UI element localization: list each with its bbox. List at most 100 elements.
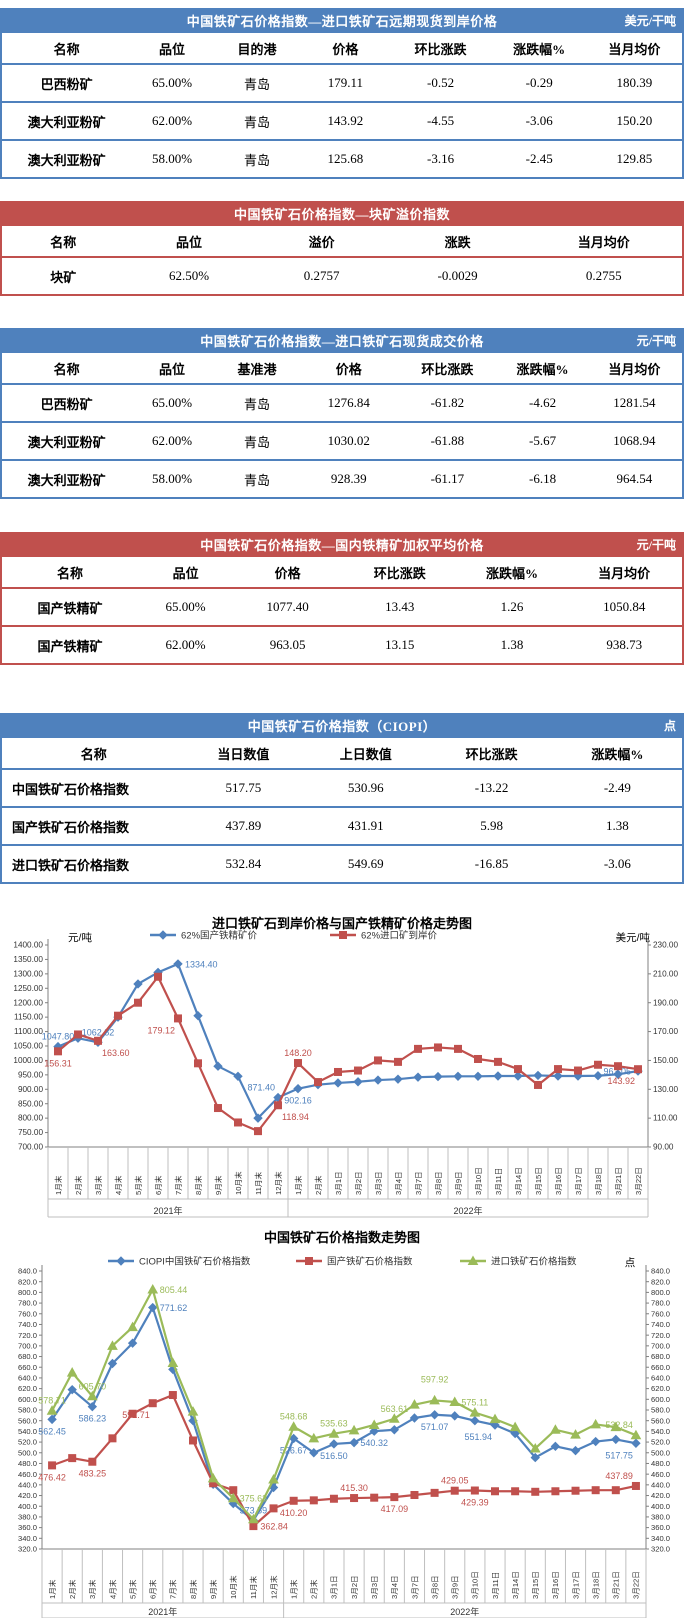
y-axis-tick-label: 820.0 [651, 1277, 670, 1286]
y-axis-tick-label: 780.0 [651, 1299, 670, 1308]
table-row: 国产铁矿石价格指数 437.89 431.91 5.98 1.38 [2, 806, 682, 845]
x-axis-tick-label: 3月11日 [491, 1572, 500, 1599]
data-point-label: 476.42 [38, 1472, 66, 1482]
row-name-cell: 国产铁精矿 [2, 587, 138, 626]
table-unit: 点 [663, 719, 676, 733]
x-axis-tick-label: 3月9日 [454, 1171, 463, 1195]
data-grid: 名称 当日数值 上日数值 环比涨跌 涨跌幅% 中国铁矿石价格指数 517.75 530.96-… [2, 738, 682, 882]
series-62%国产铁精矿价: 1047.80 1062.82 1334.40 871.40 902.16 963.05 [42, 959, 643, 1123]
y-axis-tick-label: 440.0 [18, 1480, 37, 1489]
data-point-label: 1062.82 [82, 1027, 115, 1037]
data-point-label: 871.40 [247, 1083, 275, 1093]
x-axis-tick-label: 3月1日 [334, 1171, 343, 1195]
column-header: 名称 [2, 738, 186, 769]
series-国产铁矿石价格指数: 476.42 483.25 592.71 362.84 410.20 415.30 417.… [38, 1391, 640, 1532]
chart-title: 进口铁矿石到岸价格与国产铁精矿价格走势图 [212, 916, 472, 931]
value-cell: -2.49 [552, 768, 682, 807]
value-cell: 530.96 [301, 768, 431, 807]
column-header: 涨跌幅% [457, 557, 567, 588]
table-row: 巴西粉矿 65.00% 青岛 179.11 -0.52 -0.29 180.39 [2, 63, 682, 102]
x-axis-tick-label: 3月15日 [534, 1167, 543, 1195]
value-cell: -5.67 [498, 421, 587, 460]
table-row: 国产铁精矿 62.00% 963.05 13.15 1.38 938.73 [2, 625, 682, 663]
y-axis-tick-label: 660.0 [18, 1363, 37, 1372]
table-row: 澳大利亚粉矿 58.00% 青岛 125.68 -3.16 -2.45 129.85 [2, 139, 682, 177]
value-cell: 青岛 [212, 63, 302, 102]
y-axis-tick-label: 840.0 [651, 1267, 670, 1276]
y-axis-tick-label: 1300.00 [13, 969, 43, 978]
data-point-label: 517.75 [605, 1450, 633, 1460]
y-axis-tick-label: 340.0 [18, 1534, 37, 1543]
value-cell: 65.00% [138, 587, 234, 626]
value-cell: 62.00% [138, 625, 234, 663]
legend-label: 62%进口矿到岸价 [361, 930, 438, 942]
value-cell: -3.16 [389, 139, 492, 177]
column-header: 目的港 [212, 33, 302, 64]
y-axis-tick-label: 1200.00 [13, 998, 43, 1007]
value-cell: 65.00% [131, 63, 213, 102]
y-axis-tick-label: 800.0 [651, 1288, 670, 1297]
value-cell: 0.2757 [253, 256, 390, 294]
row-name-cell: 国产铁精矿 [2, 625, 138, 663]
value-cell: 青岛 [212, 459, 302, 497]
value-cell: 13.43 [341, 587, 458, 626]
data-point-label: 605.70 [79, 1381, 107, 1391]
y-axis-tick-label: 680.0 [18, 1352, 37, 1361]
y-axis-tick-label: 130.00 [653, 1085, 678, 1094]
data-point-label: 375.63 [240, 1493, 268, 1503]
y-axis-tick-label: 340.0 [651, 1534, 670, 1543]
axis-unit-label: 美元/吨 [616, 931, 651, 944]
table-row: 进口铁矿石价格指数 532.84 549.69 -16.85 -3.06 [2, 844, 682, 882]
y-axis-tick-label: 700.00 [18, 1143, 43, 1152]
y-axis-tick-label: 460.0 [18, 1470, 37, 1479]
axis-unit-label: 点 [625, 1257, 636, 1269]
x-axis-tick-label: 3月16日 [551, 1571, 560, 1599]
x-axis-tick-label: 11月末 [248, 1576, 258, 1599]
value-cell: 532.84 [185, 844, 302, 882]
x-axis-tick-label: 3月2日 [354, 1171, 363, 1195]
x-axis-tick-label: 4月末 [113, 1175, 123, 1195]
x-axis-tick-label: 12月末 [273, 1171, 283, 1195]
y-axis-tick-label: 440.0 [651, 1480, 670, 1489]
data-point-label: 118.94 [282, 1112, 309, 1122]
value-cell: 青岛 [212, 139, 302, 177]
table-title: 中国铁矿石价格指数—国内铁精矿加权平均价格 [200, 538, 484, 553]
y-axis-tick-label: 520.0 [18, 1438, 37, 1447]
table-lump-premium-index: 中国铁矿石价格指数—块矿溢价指数 名称 品位 溢价 涨跌 当月均价 块矿 62.50% 0.27… [0, 201, 684, 296]
y-axis-tick-label: 320.0 [651, 1545, 670, 1554]
series-62%进口矿到岸价: 156.31 163.60 179.12 118.94 148.20 143.92 [44, 972, 642, 1136]
data-point-label: 1047.80 [42, 1032, 75, 1042]
y-axis-tick-label: 660.0 [651, 1363, 670, 1372]
value-cell: 437.89 [185, 806, 302, 845]
y-axis-tick-label: 1250.00 [13, 984, 43, 993]
value-cell: 1.38 [552, 806, 682, 845]
y-axis-tick-label: 420.0 [18, 1491, 37, 1500]
row-name-cell: 巴西粉矿 [2, 63, 132, 102]
y-axis-tick-label: 90.00 [653, 1143, 674, 1152]
y-axis-tick-label: 580.0 [651, 1406, 670, 1415]
data-point-label: 429.05 [441, 1476, 469, 1486]
data-grid: 名称 品位 目的港 价格 环比涨跌 涨跌幅% 当月均价 巴西粉矿 65.00% 青岛 179.11-… [2, 33, 682, 177]
data-point-label: 516.50 [320, 1451, 348, 1461]
y-axis-tick-label: 1000.00 [13, 1056, 43, 1065]
y-axis-tick-label: 640.0 [651, 1374, 670, 1383]
column-header: 涨跌 [389, 226, 526, 257]
value-cell: 1030.02 [301, 421, 397, 460]
year-group-label: 2021年 [153, 1205, 182, 1216]
x-axis-tick-label: 3月11日 [494, 1168, 503, 1195]
y-axis-tick-label: 380.0 [651, 1513, 670, 1522]
value-cell: 1068.94 [586, 421, 682, 460]
data-grid: 名称 品位 基准港 价格 环比涨跌 涨跌幅% 当月均价 巴西粉矿 65.00% 青岛 1276.84… [2, 353, 682, 497]
column-header: 价格 [233, 557, 342, 588]
y-axis-tick-label: 820.0 [18, 1277, 37, 1286]
x-axis-tick-label: 3月9日 [451, 1575, 460, 1599]
y-axis-tick-label: 190.00 [653, 998, 678, 1007]
y-axis-tick-label: 230.00 [653, 941, 678, 950]
column-header: 上日数值 [301, 738, 431, 769]
x-axis-tick-label: 1月末 [288, 1579, 298, 1599]
x-axis-tick-label: 3月14日 [514, 1167, 523, 1195]
data-point-label: 562.45 [38, 1426, 66, 1436]
column-header: 当月均价 [525, 226, 682, 257]
column-header: 价格 [301, 33, 390, 64]
